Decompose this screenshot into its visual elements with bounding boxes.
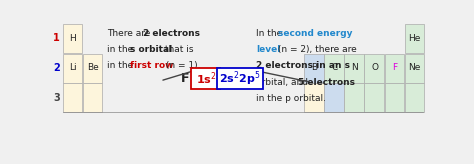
FancyBboxPatch shape [191,68,220,89]
Text: C: C [331,63,337,72]
Text: O: O [371,63,378,72]
Text: 2: 2 [53,63,60,73]
FancyBboxPatch shape [217,68,263,89]
Text: second energy: second energy [278,29,353,38]
Text: orbital, and: orbital, and [256,78,310,87]
FancyBboxPatch shape [63,54,82,83]
Text: Li: Li [69,63,77,72]
Text: that is: that is [162,45,194,54]
Text: in the: in the [107,45,136,54]
FancyBboxPatch shape [405,54,424,83]
FancyBboxPatch shape [344,83,364,113]
Text: 1s$^2$: 1s$^2$ [195,70,216,87]
FancyBboxPatch shape [384,54,404,83]
Text: N: N [351,63,358,72]
Text: 2s$^2$2p$^5$: 2s$^2$2p$^5$ [219,69,261,88]
Text: in the p orbital.: in the p orbital. [256,94,326,103]
Text: H: H [70,34,76,43]
Text: Be: Be [87,63,99,72]
Text: 1: 1 [53,33,60,43]
Text: F: F [181,72,190,85]
Text: (n = 1).: (n = 1). [163,61,201,70]
Text: level: level [256,45,280,54]
Text: In the: In the [256,29,285,38]
FancyBboxPatch shape [83,83,102,113]
FancyBboxPatch shape [304,83,324,113]
Text: There are: There are [107,29,153,38]
Text: 2 electrons in an s: 2 electrons in an s [256,61,350,70]
FancyBboxPatch shape [365,83,384,113]
Text: 2 electrons: 2 electrons [143,29,200,38]
FancyBboxPatch shape [365,54,384,83]
FancyBboxPatch shape [304,54,324,83]
FancyBboxPatch shape [324,54,344,83]
FancyBboxPatch shape [405,83,424,113]
FancyBboxPatch shape [63,83,82,113]
Text: (n = 2), there are: (n = 2), there are [274,45,356,54]
Text: first row: first row [129,61,173,70]
FancyBboxPatch shape [405,24,424,53]
Text: 3: 3 [53,93,60,103]
FancyBboxPatch shape [63,24,82,53]
Text: in the: in the [107,61,136,70]
Text: F: F [392,63,397,72]
FancyBboxPatch shape [344,54,364,83]
FancyBboxPatch shape [384,83,404,113]
FancyBboxPatch shape [324,83,344,113]
Text: 5 electrons: 5 electrons [298,78,356,87]
Text: s orbital: s orbital [129,45,172,54]
Text: He: He [409,34,421,43]
FancyBboxPatch shape [83,54,102,83]
Text: B: B [311,63,317,72]
Text: Ne: Ne [409,63,421,72]
